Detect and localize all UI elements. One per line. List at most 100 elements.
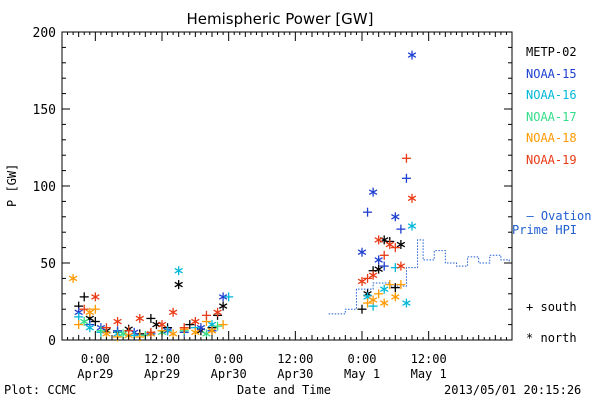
footer-timestamp: 2013/05/01 20:15:26 [444, 383, 582, 397]
noaa-18-point [168, 329, 178, 339]
axes [61, 31, 513, 341]
noaa-19-point [390, 243, 400, 253]
noaa-16-point [380, 284, 389, 294]
star-arm [391, 213, 400, 220]
noaa-19-point [357, 276, 367, 286]
x-tick-date-label: Apr30 [277, 367, 313, 381]
marker-key-north-symbol: * [526, 331, 534, 345]
noaa-15-point [357, 247, 367, 257]
star-arm [218, 303, 228, 309]
metp-02-point [79, 292, 89, 302]
noaa-19-point [91, 292, 100, 302]
axis-ticks: 0501001502000:00Apr2912:00Apr290:00Apr30… [33, 26, 513, 381]
noaa-15-point [363, 207, 373, 217]
x-tick-time-label: 0:00 [214, 352, 243, 366]
noaa-19-point [191, 317, 200, 327]
noaa-18-point [385, 280, 395, 290]
noaa-19-point [407, 193, 417, 203]
noaa-15-point [374, 255, 383, 265]
star-arm [407, 52, 417, 58]
legend-item-noaa-15: NOAA-15 [526, 66, 577, 81]
x-tick-date-label: Apr29 [77, 367, 113, 381]
star-arm [196, 324, 206, 331]
noaa-18-point [396, 280, 406, 290]
legend-item-noaa-18: NOAA-18 [526, 131, 577, 145]
metp-02-point [357, 304, 367, 314]
metp-02-point [374, 264, 383, 274]
star-arm [407, 195, 417, 202]
noaa-19-point [201, 310, 211, 320]
star-arm [368, 297, 378, 303]
plot-frame [61, 31, 513, 341]
noaa-16-point [407, 221, 417, 231]
star-arm [380, 286, 389, 292]
marker-key-north-label: north [540, 331, 577, 345]
noaa-19-point [146, 327, 156, 337]
noaa-19-point [179, 323, 189, 333]
noaa-19-point [79, 304, 89, 314]
noaa-18-point [207, 326, 217, 336]
ovation-label-1: Ovation [540, 209, 592, 223]
noaa-17-point [80, 317, 89, 327]
noaa-15-point [368, 187, 378, 197]
noaa-18-point [85, 307, 94, 317]
chart-title: Hemispheric Power [GW] [186, 10, 374, 28]
star-arm [85, 324, 94, 331]
noaa-19-point [385, 240, 394, 250]
ovation-label-2: Prime HPI [512, 223, 578, 237]
noaa-18-point [74, 320, 84, 330]
metp-02-point [146, 313, 156, 323]
noaa-19-point [168, 307, 178, 317]
star-arm [380, 300, 389, 306]
noaa-19-point [157, 320, 167, 330]
noaa-16-point [224, 292, 234, 302]
noaa-15-point [379, 261, 389, 271]
noaa-19-point [374, 235, 383, 245]
metp-02-point [390, 283, 400, 293]
noaa-19-point [213, 307, 222, 317]
metp-02-point [90, 317, 100, 327]
star-arm [391, 294, 400, 300]
noaa-19-point [379, 250, 389, 260]
star-arm [174, 281, 183, 288]
noaa-19-point [396, 261, 406, 271]
metp-02-point [185, 320, 195, 330]
x-tick-date-label: May 1 [344, 367, 380, 381]
star-arm [74, 309, 83, 316]
star-arm [207, 327, 217, 334]
legend-item-noaa-16: NOAA-16 [526, 88, 577, 102]
marker-key-south: + south [526, 300, 577, 314]
noaa-19-point [124, 326, 134, 336]
noaa-18-point [363, 298, 373, 308]
x-tick-time-label: 0:00 [348, 352, 377, 366]
noaa-19-point [401, 153, 411, 163]
x-axis-label: Date and Time [237, 383, 331, 397]
star-arm [174, 267, 183, 274]
star-arm [80, 318, 89, 325]
noaa-19-point [113, 317, 122, 327]
noaa-17-point [213, 321, 223, 331]
marker-key-south-symbol: + [526, 300, 534, 314]
metp-02-point [218, 301, 228, 311]
y-tick-label: 50 [40, 257, 56, 272]
noaa-19-point [135, 313, 144, 323]
star-arm [202, 331, 211, 337]
star-arm [218, 294, 228, 300]
star-arm [68, 275, 78, 282]
star-arm [374, 237, 383, 243]
star-arm [168, 309, 178, 316]
star-arm [157, 321, 167, 328]
star-arm [368, 272, 378, 279]
noaa-19-point [101, 323, 111, 333]
ovation-legend: — Ovation Prime HPI [512, 209, 591, 237]
y-tick-label: 0 [48, 334, 56, 349]
star-arm [113, 318, 122, 325]
ovation-step-line [328, 239, 510, 315]
noaa-18-point [368, 295, 378, 305]
star-arm [91, 294, 100, 300]
noaa-16-point [85, 323, 94, 333]
star-arm [374, 257, 383, 263]
star-arm [118, 331, 128, 337]
noaa-18-point [380, 298, 389, 308]
x-tick-date-label: Apr30 [211, 367, 247, 381]
